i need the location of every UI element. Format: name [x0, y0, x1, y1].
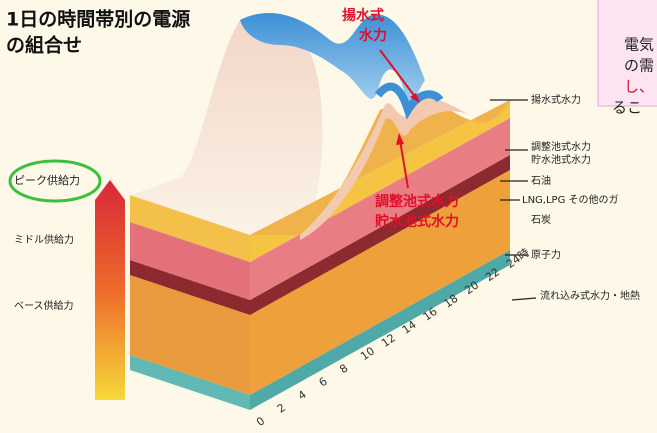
title: の組合せ [6, 34, 82, 57]
pumped-ridge [374, 82, 444, 120]
reservoir-layer [300, 96, 470, 240]
callout-arrow [379, 49, 417, 99]
adjust-layer [250, 99, 510, 235]
block-front-face [250, 100, 510, 410]
callout: 調整池式水力 [375, 193, 459, 210]
layer-label: LNG,LPG その他のガ [522, 193, 619, 206]
layer-label: 揚水式水力 [531, 93, 581, 106]
layer-label: 石炭 [531, 214, 551, 226]
supply-label: ベース供給力 [14, 299, 74, 312]
layer-label: 原子力 [531, 248, 561, 261]
note-line: 電気 [624, 36, 654, 54]
supply-arrow [95, 180, 125, 400]
callout: 水力 [359, 27, 387, 44]
supply-label: ミドル供給力 [14, 233, 74, 246]
title: 1日の時間帯別の電源 [6, 8, 190, 31]
peak-surface [130, 20, 323, 235]
layer-label: 調整池式水力 [531, 140, 591, 153]
callout-arrowhead [410, 93, 420, 103]
leader-line [511, 297, 537, 301]
note-box [597, 0, 657, 107]
block-left-face [130, 195, 250, 410]
note-line: の需 [624, 57, 654, 75]
note-line: し、 [624, 78, 654, 96]
callout-arrowhead [396, 133, 404, 145]
layer-label: 石油 [531, 174, 551, 187]
callout-arrow [399, 139, 409, 189]
pumped-layer [240, 12, 425, 110]
layer-label: 流れ込み式水力・地熱 [540, 289, 640, 302]
supply-label: ピーク供給力 [14, 173, 80, 187]
layer-label: 貯水池式水力 [531, 153, 591, 166]
callout: 貯水池式水力 [375, 213, 459, 230]
highlight-circle [8, 159, 102, 203]
callout: 揚水式 [342, 7, 384, 24]
note-line: るこ [612, 99, 642, 117]
